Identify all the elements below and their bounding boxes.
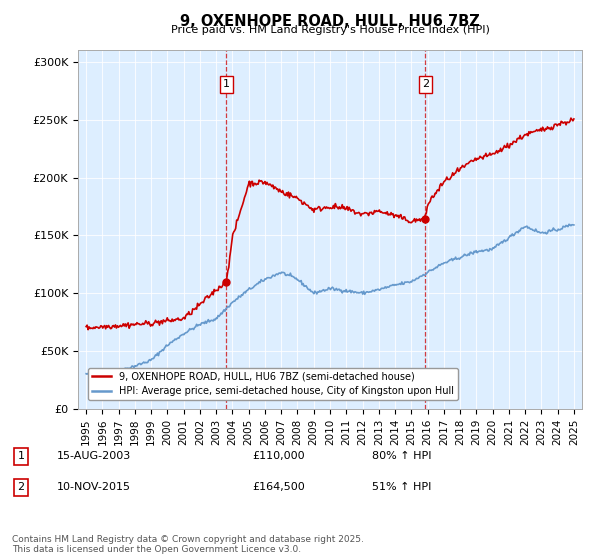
Text: 2: 2: [17, 482, 25, 492]
Text: £110,000: £110,000: [252, 451, 305, 461]
Text: 80% ↑ HPI: 80% ↑ HPI: [372, 451, 431, 461]
Text: 9, OXENHOPE ROAD, HULL, HU6 7BZ: 9, OXENHOPE ROAD, HULL, HU6 7BZ: [180, 14, 480, 29]
Text: 15-AUG-2003: 15-AUG-2003: [57, 451, 131, 461]
Text: Contains HM Land Registry data © Crown copyright and database right 2025.
This d: Contains HM Land Registry data © Crown c…: [12, 535, 364, 554]
Legend: 9, OXENHOPE ROAD, HULL, HU6 7BZ (semi-detached house), HPI: Average price, semi-: 9, OXENHOPE ROAD, HULL, HU6 7BZ (semi-de…: [88, 368, 458, 400]
Text: 1: 1: [17, 451, 25, 461]
Text: 2: 2: [422, 80, 429, 90]
Text: 10-NOV-2015: 10-NOV-2015: [57, 482, 131, 492]
Text: Price paid vs. HM Land Registry's House Price Index (HPI): Price paid vs. HM Land Registry's House …: [170, 25, 490, 35]
Text: 51% ↑ HPI: 51% ↑ HPI: [372, 482, 431, 492]
Text: £164,500: £164,500: [252, 482, 305, 492]
Text: 1: 1: [223, 80, 230, 90]
